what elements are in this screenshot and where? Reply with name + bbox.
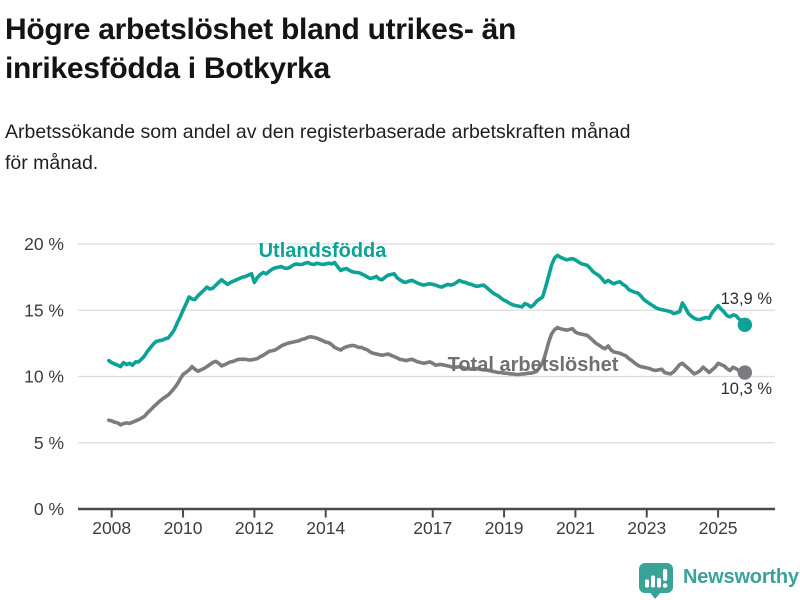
x-tick-label: 2017 [413, 518, 452, 538]
page-subtitle: Arbetssökande som andel av den registerb… [5, 117, 795, 179]
end-value-label-utlandsfodda: 13,9 % [720, 290, 772, 308]
subtitle-line-2: för månad. [5, 152, 99, 174]
y-tick-label: 15 % [24, 300, 64, 320]
newsworthy-logo: Newsworthy [638, 562, 799, 600]
x-tick-label: 2014 [306, 518, 345, 538]
series-end-dot-total-arbetsloshet [737, 365, 753, 380]
title-line-2: inrikesfödda i Botkyrka [5, 52, 330, 85]
subtitle-line-1: Arbetssökande som andel av den registerb… [5, 121, 631, 143]
series-label-utlandsfodda: Utlandsfödda [258, 240, 387, 262]
newsworthy-brand-text: Newsworthy [683, 565, 799, 588]
page-title: Högre arbetslöshet bland utrikes- än inr… [5, 10, 785, 88]
x-tick-label: 2023 [627, 518, 666, 538]
y-tick-label: 5 % [34, 433, 64, 453]
x-tick-label: 2012 [235, 518, 274, 538]
series-line-total-arbetsloshet [107, 325, 747, 427]
series-label-total-arbetsloshet: Total arbetslöshet [447, 354, 619, 376]
x-tick-label: 2010 [164, 518, 203, 538]
newsworthy-logo-icon [639, 563, 673, 599]
series-line-utlandsfodda [107, 253, 747, 369]
series-end-dot-utlandsfodda [737, 317, 753, 333]
title-line-1: Högre arbetslöshet bland utrikes- än [5, 13, 516, 46]
y-tick-label: 10 % [24, 367, 64, 387]
x-tick-label: 2021 [556, 518, 595, 538]
x-tick-label: 2025 [699, 518, 738, 538]
end-value-label-total-arbetsloshet: 10,3 % [720, 380, 772, 398]
x-tick-label: 2008 [92, 518, 131, 538]
x-tick-label: 2019 [485, 518, 524, 538]
y-tick-label: 0 % [34, 499, 64, 519]
y-tick-label: 20 % [24, 234, 64, 254]
